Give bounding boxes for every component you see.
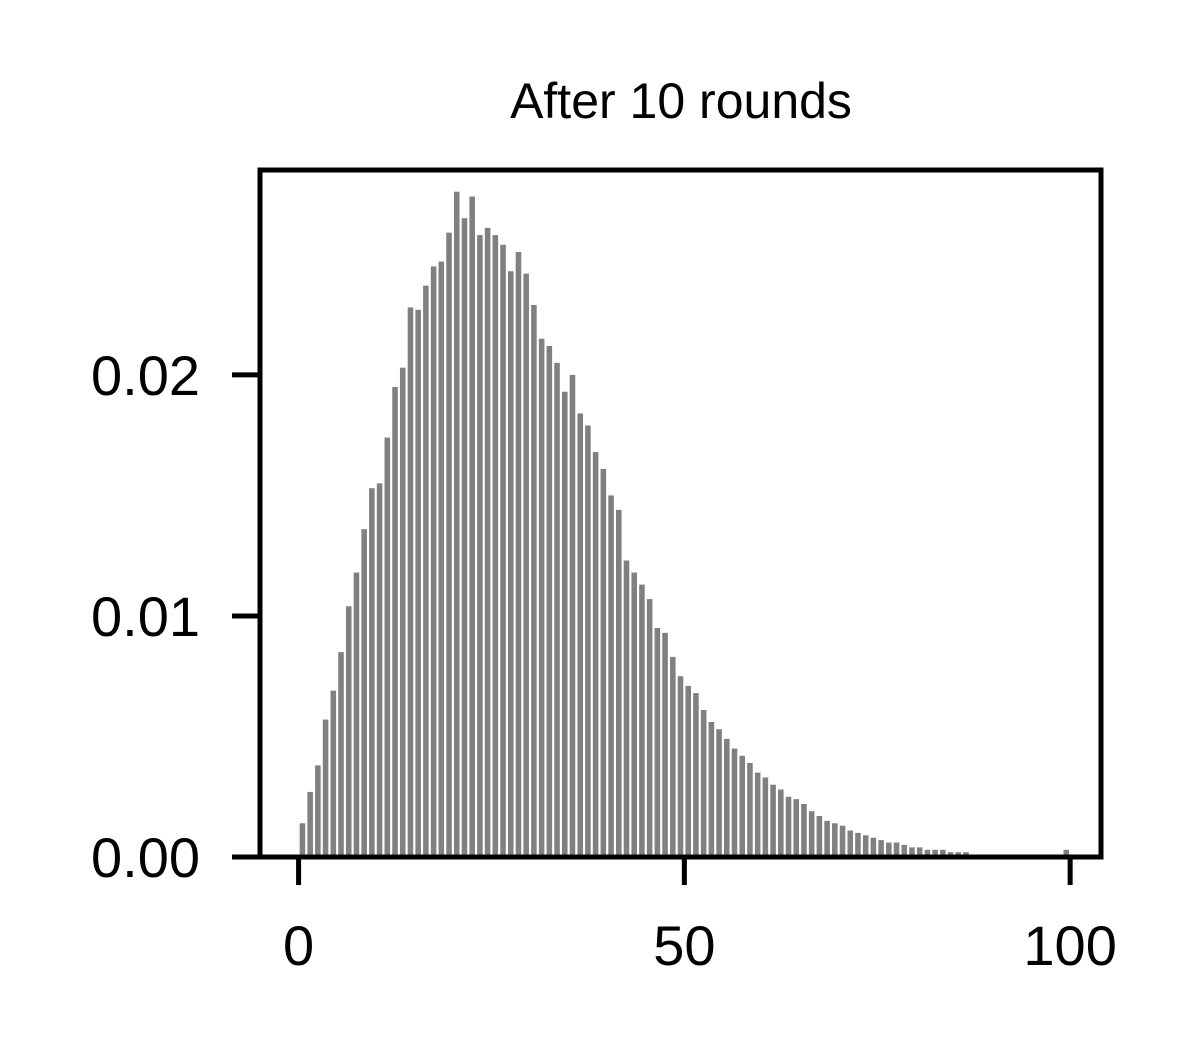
histogram-bar xyxy=(909,847,915,857)
chart-title: After 10 rounds xyxy=(510,73,852,129)
histogram-bar xyxy=(747,762,753,857)
histogram-bar xyxy=(608,495,614,857)
histogram-bar xyxy=(855,832,861,857)
histogram-bar xyxy=(824,820,830,857)
bar-series xyxy=(299,191,1070,858)
histogram-bar xyxy=(531,304,537,857)
histogram-bar xyxy=(770,784,776,857)
histogram-bar xyxy=(785,796,792,857)
histogram-bar xyxy=(932,849,938,857)
y-axis: 0.00 0.01 0.02 xyxy=(91,344,260,889)
histogram-bar xyxy=(662,632,668,857)
histogram-bar xyxy=(693,693,699,857)
histogram-bar xyxy=(700,709,707,857)
histogram-bar xyxy=(893,842,900,857)
histogram-bar xyxy=(716,729,722,857)
histogram-bar xyxy=(376,483,383,857)
histogram-bar xyxy=(862,835,869,857)
histogram-bar xyxy=(392,386,398,857)
histogram-bar xyxy=(816,816,823,857)
histogram-bar xyxy=(808,811,815,857)
histogram-bar xyxy=(847,830,854,857)
histogram-bar xyxy=(407,307,414,857)
histogram-bar xyxy=(577,413,583,857)
x-tick-label: 50 xyxy=(653,914,715,977)
histogram-bar xyxy=(561,391,568,857)
histogram-bar xyxy=(832,823,838,857)
histogram-bar xyxy=(477,235,483,857)
histogram-bar xyxy=(330,690,337,857)
histogram-bar xyxy=(762,777,769,857)
histogram-bar xyxy=(315,765,321,857)
histogram-bar xyxy=(901,844,908,857)
histogram-bar xyxy=(1063,849,1070,857)
histogram-bar xyxy=(569,374,576,857)
histogram-bar xyxy=(299,823,306,857)
y-tick-label: 0.00 xyxy=(91,826,200,889)
histogram-bar xyxy=(322,719,329,857)
histogram-bar xyxy=(546,345,553,857)
histogram-bar xyxy=(724,738,730,857)
histogram-bar xyxy=(654,628,661,857)
histogram-bar xyxy=(423,285,429,858)
histogram-bar xyxy=(670,656,676,857)
histogram-bar xyxy=(384,437,391,857)
histogram-bar xyxy=(484,227,491,858)
histogram-bar xyxy=(754,772,761,857)
histogram-bar xyxy=(878,840,884,857)
histogram-bar xyxy=(430,266,437,857)
histogram-bar xyxy=(793,799,800,857)
histogram-bar xyxy=(469,196,475,857)
histogram-bar xyxy=(345,606,352,857)
histogram-bar xyxy=(523,273,529,857)
histogram-bar xyxy=(839,825,846,857)
histogram-bar xyxy=(369,488,375,857)
histogram-bar xyxy=(361,529,367,857)
histogram-bar xyxy=(554,362,560,857)
plot-frame xyxy=(257,167,1104,860)
histogram-bar xyxy=(616,509,622,857)
x-tick-label: 0 xyxy=(283,914,314,977)
histogram-bar xyxy=(438,261,445,858)
histogram-bar xyxy=(515,251,522,857)
histogram-bar xyxy=(461,218,468,857)
histogram-bar xyxy=(778,789,784,857)
histogram-bar xyxy=(677,676,684,857)
histogram-bar xyxy=(538,338,545,857)
histogram-bar xyxy=(623,560,630,857)
histogram-bar xyxy=(307,791,313,857)
histogram-bar xyxy=(801,803,807,857)
histogram-bar xyxy=(453,191,460,857)
histogram-bar xyxy=(685,685,691,857)
histogram-bar xyxy=(940,849,946,857)
histogram-bar xyxy=(600,468,607,857)
histogram-bar xyxy=(639,584,645,857)
histogram-bar xyxy=(507,271,514,857)
y-tick-label: 0.01 xyxy=(91,585,200,648)
histogram-bar xyxy=(739,755,746,857)
histogram-bar xyxy=(500,244,506,858)
x-axis: 0 50 100 xyxy=(283,857,1117,977)
histogram-bar xyxy=(731,748,738,857)
histogram-bar xyxy=(492,235,499,857)
histogram-bar xyxy=(646,599,653,857)
histogram-bar xyxy=(446,232,452,858)
x-tick-label: 100 xyxy=(1023,914,1116,977)
histogram-bar xyxy=(399,367,406,857)
histogram-bar xyxy=(338,652,344,857)
histogram-bar xyxy=(870,837,877,857)
histogram-bar xyxy=(353,572,360,857)
histogram-bar xyxy=(592,452,599,857)
histogram-bar xyxy=(585,425,591,857)
histogram-bar xyxy=(631,572,637,857)
y-tick-label: 0.02 xyxy=(91,344,200,407)
histogram-bar xyxy=(924,849,931,857)
histogram-bar xyxy=(708,722,715,857)
histogram-bar xyxy=(415,309,421,857)
histogram-bar xyxy=(916,847,923,857)
histogram-bar xyxy=(886,842,892,857)
